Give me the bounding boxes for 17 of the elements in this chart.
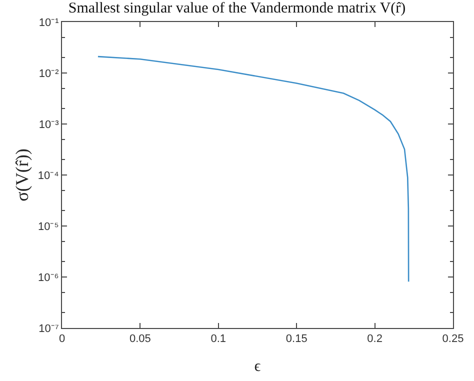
x-tick-label: 0.25	[442, 333, 464, 346]
x-axis-title: ϵ	[254, 358, 262, 375]
x-tick-label: 0.05	[129, 333, 151, 346]
y-tick-label: 10⁻²	[38, 68, 60, 80]
y-tick-label: 10⁻⁵	[38, 220, 59, 233]
y-tick-label: 10⁻¹	[38, 16, 60, 29]
y-tick-label: 10⁻³	[38, 118, 60, 131]
y-tick-label: 10⁻⁴	[38, 170, 60, 182]
x-tick-label: 0	[58, 333, 66, 346]
line-series	[97, 56, 410, 282]
x-tick-label: 0.2	[367, 333, 382, 346]
y-tick-label: 10⁻⁷	[38, 322, 59, 335]
y-tick-label: 10⁻⁶	[38, 272, 59, 284]
x-tick-label: 0.1	[210, 333, 226, 346]
chart-title: Smallest singular value of the Vandermonde matrix V(r̂)	[68, 0, 406, 16]
y-axis-title: σ(V(r̂))	[12, 148, 32, 202]
x-tick-label: 0.15	[286, 333, 308, 346]
